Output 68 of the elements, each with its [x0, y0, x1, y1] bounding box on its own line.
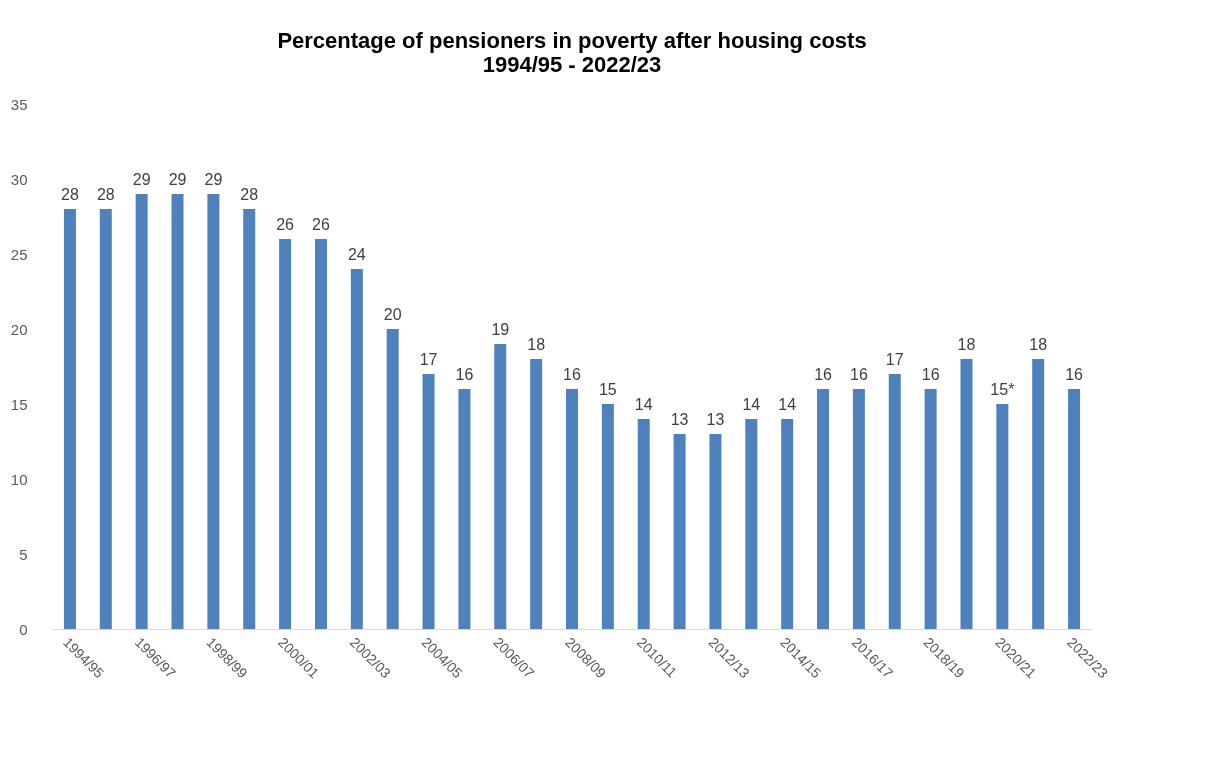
bar	[243, 209, 256, 629]
data-label: 16	[814, 366, 833, 383]
y-tick-label: 35	[10, 95, 28, 113]
bar	[63, 209, 76, 629]
bar	[888, 374, 901, 629]
bar	[1068, 389, 1081, 629]
bar	[745, 419, 758, 629]
bar	[458, 389, 471, 629]
data-label: 16	[850, 366, 868, 383]
text: Percentage of pensioners in poverty after housing costs	[277, 28, 867, 53]
data-label: 15	[598, 381, 617, 398]
bar	[530, 359, 543, 629]
bar	[601, 404, 614, 629]
bar	[350, 269, 363, 629]
data-label: 16	[563, 366, 581, 383]
data-label: 18	[527, 336, 546, 353]
data-label: 28	[96, 186, 115, 203]
bar	[924, 389, 937, 629]
bar	[1032, 359, 1045, 629]
data-label: 15*	[990, 381, 1015, 398]
data-label: 17	[885, 351, 904, 368]
y-tick-label: 20	[10, 320, 28, 338]
y-tick-label: 10	[10, 470, 28, 488]
y-tick-label: 5	[19, 545, 28, 563]
bar	[99, 209, 112, 629]
data-label: 14	[742, 396, 761, 413]
y-tick-label: 15	[10, 395, 28, 413]
data-label: 18	[957, 336, 976, 353]
data-label: 29	[168, 171, 187, 188]
bar	[135, 194, 148, 629]
bar	[960, 359, 973, 629]
bar	[494, 344, 507, 629]
data-label: 24	[347, 246, 366, 263]
data-label: 13	[706, 411, 725, 428]
bar	[171, 194, 184, 629]
y-tick-label: 30	[10, 170, 28, 188]
bar	[314, 239, 327, 629]
bar	[852, 389, 865, 629]
bar	[709, 434, 722, 629]
bar	[781, 419, 794, 629]
data-label: 28	[61, 186, 79, 203]
data-label: 14	[634, 396, 653, 413]
y-tick-label: 0	[19, 620, 28, 638]
data-label: 26	[312, 216, 330, 233]
data-label: 19	[491, 321, 510, 338]
bar	[817, 389, 830, 629]
bar	[566, 389, 578, 629]
data-label: 20	[383, 306, 402, 323]
data-label: 29	[132, 171, 151, 188]
text: 1994/95 - 2022/23	[482, 52, 662, 77]
data-label: 13	[670, 411, 689, 428]
bar	[422, 374, 435, 629]
data-label: 16	[455, 366, 474, 383]
bar	[673, 434, 686, 629]
data-label: 29	[204, 171, 223, 188]
y-tick-label: 25	[10, 245, 28, 263]
data-label: 14	[778, 396, 797, 413]
data-label: 17	[419, 351, 438, 368]
bar	[386, 329, 399, 629]
data-label: 18	[1029, 336, 1048, 353]
data-label: 28	[240, 186, 259, 203]
bar	[279, 239, 292, 629]
data-label: 16	[921, 366, 940, 383]
data-label: 16	[1065, 366, 1084, 383]
bar	[637, 419, 650, 629]
bar	[207, 194, 220, 629]
bar	[996, 404, 1009, 629]
data-label: 26	[276, 216, 295, 233]
